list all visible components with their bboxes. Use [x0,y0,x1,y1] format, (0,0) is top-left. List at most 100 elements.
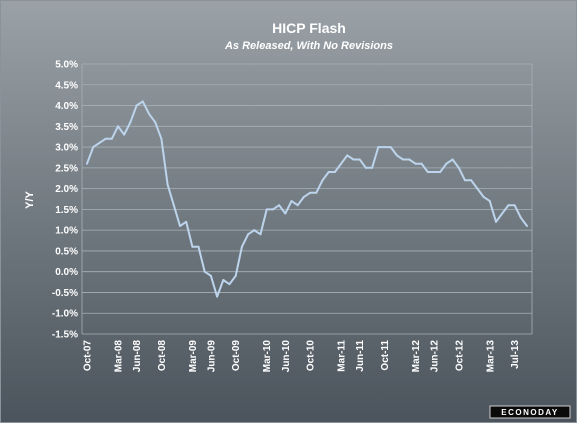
data-point [513,204,516,207]
data-point [172,204,175,207]
data-point [526,225,528,227]
data-point [191,245,194,248]
data-point [309,191,312,194]
y-tick-label: 3.5% [55,122,78,133]
x-tick-label: Mar-13 [485,340,496,373]
data-point [228,283,231,286]
data-point [346,154,349,157]
chart-subtitle: As Released, With No Revisions [224,40,393,52]
data-point [420,162,423,165]
data-point [123,133,126,136]
data-point [302,195,305,198]
y-axis-ticks: 5.0% 4.5% 4.0% 3.5% 3.0% 2.5% 2.0% 1.5% 1.0% 0.5%… [52,60,78,341]
data-point [408,158,411,161]
y-tick-label: 1.0% [55,226,78,237]
data-point [110,137,113,140]
data-point [98,141,101,144]
x-tick-label: Jun-10 [281,340,292,373]
y-tick-label: 2.0% [55,184,78,195]
data-point [178,225,181,227]
data-point [265,208,268,211]
data-point [352,158,355,161]
data-point [383,146,386,149]
data-point [278,204,281,207]
data-point [482,195,485,198]
data-point [234,274,237,277]
data-point [222,279,225,281]
data-point [154,121,157,124]
data-point [414,162,417,165]
data-point [166,183,169,186]
x-tick-label: Mar-09 [188,340,199,373]
x-tick-label: Mar-08 [113,340,124,373]
data-point [203,270,206,273]
data-point [129,121,132,124]
data-point [147,112,150,115]
data-point [259,233,262,236]
data-point [451,158,454,161]
x-tick-label: Oct-07 [83,340,94,372]
data-point [340,162,343,165]
x-tick-label: Jun-09 [206,340,217,373]
data-point [327,171,330,173]
econoday-logo: ECONODAY [489,405,571,419]
data-point [253,229,256,232]
y-tick-label: 3.0% [55,143,78,154]
logo-text: ECONODAY [501,408,559,417]
data-point [104,137,107,140]
data-point [92,146,95,149]
data-point [185,220,188,223]
data-point [501,212,504,215]
series-layer [86,100,528,298]
x-tick-label: Oct-08 [157,340,168,372]
data-point [457,166,460,169]
data-point [209,274,212,277]
data-point [240,245,243,248]
y-tick-label: 4.5% [55,80,78,91]
data-point [488,200,491,203]
x-tick-label: Oct-09 [231,340,242,372]
data-point [271,208,274,211]
data-point [284,212,287,215]
y-tick-label: 0.0% [55,267,78,278]
data-point [247,233,250,236]
x-tick-label: Oct-12 [454,340,465,372]
data-point [296,204,299,207]
data-point [358,158,361,161]
data-point [470,179,473,182]
y-tick-label: 0.5% [55,246,78,257]
y-tick-label: 2.5% [55,163,78,174]
data-point [476,187,479,190]
y-tick-label: 4.0% [55,101,78,112]
data-point [116,125,119,128]
data-point [377,146,380,149]
data-point [321,179,324,182]
x-tick-label: Mar-11 [337,340,348,372]
series-line [86,100,528,298]
grid-lines [81,63,533,335]
data-point [371,166,374,169]
data-point [402,158,405,161]
x-tick-label: Oct-10 [306,340,317,372]
data-point [445,162,448,165]
data-point [364,166,367,169]
data-point [290,200,293,203]
data-point [389,146,392,149]
chart-title: HICP Flash [272,20,346,36]
y-tick-label: -1.5% [52,330,78,341]
x-tick-label: Mar-12 [411,340,422,373]
data-point [315,191,318,194]
data-point [519,216,522,219]
y-tick-label: 1.5% [55,205,78,216]
x-tick-label: Oct-11 [380,340,391,371]
y-axis-label: Y/Y [24,190,36,208]
x-axis-ticks: Oct-07 Mar-08 Jun-08 Oct-08 Mar-09 Jun-09 Oct-… [83,340,522,373]
data-point [197,245,200,248]
data-point [333,171,336,173]
data-point [86,162,88,165]
data-point [141,100,144,103]
x-tick-label: Jun-12 [430,340,441,373]
data-point [135,104,138,107]
